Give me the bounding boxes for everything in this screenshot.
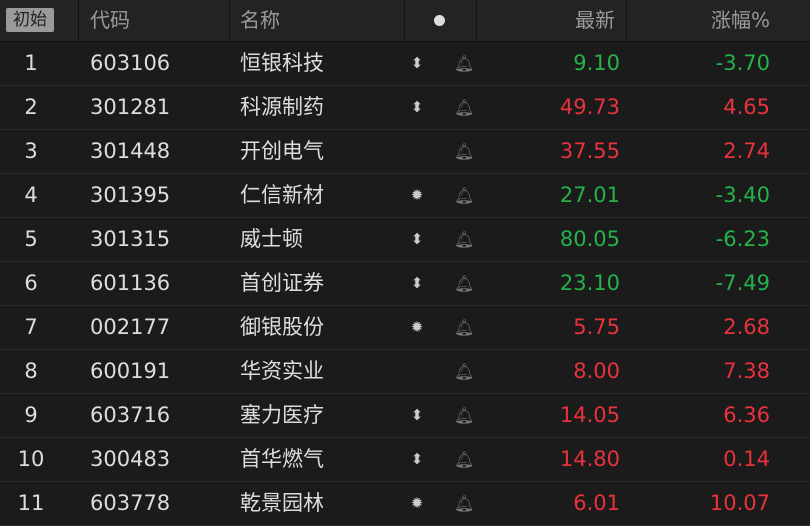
row-index: 3	[24, 139, 38, 163]
updown-icon: ⬍	[410, 406, 424, 424]
latest-price: 8.00	[573, 359, 620, 383]
header-init-cell: 初始	[0, 0, 79, 41]
header-change[interactable]: 涨幅%	[710, 8, 770, 32]
change-percent: -3.70	[715, 51, 770, 75]
table-row[interactable]: 6 601136 首创证券 ⬍ 🔔︎ 23.10 -7.49	[0, 262, 810, 306]
bell-icon[interactable]: 🔔︎	[454, 406, 475, 425]
stock-name: 塞力医疗	[240, 403, 324, 427]
change-percent: 4.65	[723, 95, 770, 119]
updown-icon: ⬍	[410, 450, 424, 468]
bell-icon[interactable]: 🔔︎	[454, 494, 475, 513]
change-percent: 2.74	[723, 139, 770, 163]
header-dot[interactable]	[405, 0, 477, 41]
latest-price: 14.80	[559, 447, 620, 471]
stock-code: 603716	[90, 403, 171, 427]
init-button[interactable]: 初始	[6, 8, 54, 32]
stock-code: 301448	[90, 139, 171, 163]
row-index: 10	[17, 447, 45, 471]
stock-name: 威士顿	[240, 227, 303, 251]
bell-icon[interactable]: 🔔︎	[454, 142, 475, 161]
stock-code: 301315	[90, 227, 171, 251]
stock-code: 300483	[90, 447, 171, 471]
bell-icon[interactable]: 🔔︎	[454, 230, 475, 249]
bell-icon[interactable]: 🔔︎	[454, 274, 475, 293]
change-percent: 2.68	[723, 315, 770, 339]
stock-name: 恒银科技	[240, 51, 324, 75]
table-header: 初始 代码 名称 最新 涨幅%	[0, 0, 810, 42]
row-index: 1	[24, 51, 38, 75]
row-index: 6	[24, 271, 38, 295]
latest-price: 5.75	[573, 315, 620, 339]
change-percent: -3.40	[715, 183, 770, 207]
bell-icon[interactable]: 🔔︎	[454, 186, 475, 205]
row-index: 7	[24, 315, 38, 339]
latest-price: 80.05	[559, 227, 620, 251]
stock-name: 科源制药	[240, 95, 324, 119]
header-latest[interactable]: 最新	[477, 0, 627, 41]
bell-icon[interactable]: 🔔︎	[454, 98, 475, 117]
updown-icon: ⬍	[410, 230, 424, 248]
header-name[interactable]: 名称	[230, 0, 405, 41]
change-percent: -7.49	[715, 271, 770, 295]
sun-icon: ✹	[410, 186, 424, 204]
table-row[interactable]: 1 603106 恒银科技 ⬍ 🔔︎ 9.10 -3.70	[0, 42, 810, 86]
latest-price: 14.05	[559, 403, 620, 427]
header-code[interactable]: 代码	[79, 0, 230, 41]
stock-name: 御银股份	[240, 315, 324, 339]
stock-name: 开创电气	[240, 139, 324, 163]
row-index: 4	[24, 183, 38, 207]
table-row[interactable]: 11 603778 乾景园林 ✹ 🔔︎ 6.01 10.07	[0, 482, 810, 526]
latest-price: 6.01	[573, 491, 620, 515]
change-percent: -6.23	[715, 227, 770, 251]
bell-icon[interactable]: 🔔︎	[454, 362, 475, 381]
table-row[interactable]: 8 600191 华资实业 🔔︎ 8.00 7.38	[0, 350, 810, 394]
row-index: 11	[17, 491, 45, 515]
table-row[interactable]: 3 301448 开创电气 🔔︎ 37.55 2.74	[0, 130, 810, 174]
latest-price: 23.10	[559, 271, 620, 295]
latest-price: 9.10	[573, 51, 620, 75]
table-row[interactable]: 10 300483 首华燃气 ⬍ 🔔︎ 14.80 0.14	[0, 438, 810, 482]
stock-code: 301395	[90, 183, 171, 207]
table-row[interactable]: 7 002177 御银股份 ✹ 🔔︎ 5.75 2.68	[0, 306, 810, 350]
change-percent: 7.38	[723, 359, 770, 383]
row-index: 9	[24, 403, 38, 427]
bell-icon[interactable]: 🔔︎	[454, 318, 475, 337]
row-index: 5	[24, 227, 38, 251]
row-index: 2	[24, 95, 38, 119]
bell-icon[interactable]: 🔔︎	[454, 54, 475, 73]
stock-code: 301281	[90, 95, 171, 119]
stock-code: 603778	[90, 491, 171, 515]
row-index: 8	[24, 359, 38, 383]
change-percent: 0.14	[723, 447, 770, 471]
table-row[interactable]: 9 603716 塞力医疗 ⬍ 🔔︎ 14.05 6.36	[0, 394, 810, 438]
stock-code: 002177	[90, 315, 171, 339]
table-row[interactable]: 5 301315 威士顿 ⬍ 🔔︎ 80.05 -6.23	[0, 218, 810, 262]
stock-name: 仁信新材	[240, 183, 324, 207]
stock-name: 华资实业	[240, 359, 324, 383]
change-percent: 10.07	[709, 491, 770, 515]
updown-icon: ⬍	[410, 54, 424, 72]
stock-code: 603106	[90, 51, 171, 75]
sun-icon: ✹	[410, 494, 424, 512]
stock-name: 首创证券	[240, 271, 324, 295]
stock-name: 首华燃气	[240, 447, 324, 471]
bell-icon[interactable]: 🔔︎	[454, 450, 475, 469]
latest-price: 37.55	[559, 139, 620, 163]
change-percent: 6.36	[723, 403, 770, 427]
stock-code: 600191	[90, 359, 171, 383]
stock-code: 601136	[90, 271, 171, 295]
updown-icon: ⬍	[410, 98, 424, 116]
latest-price: 49.73	[559, 95, 620, 119]
table-row[interactable]: 4 301395 仁信新材 ✹ 🔔︎ 27.01 -3.40	[0, 174, 810, 218]
latest-price: 27.01	[559, 183, 620, 207]
dot-icon	[434, 15, 445, 26]
stock-name: 乾景园林	[240, 491, 324, 515]
sun-icon: ✹	[410, 318, 424, 336]
updown-icon: ⬍	[410, 274, 424, 292]
table-row[interactable]: 2 301281 科源制药 ⬍ 🔔︎ 49.73 4.65	[0, 86, 810, 130]
